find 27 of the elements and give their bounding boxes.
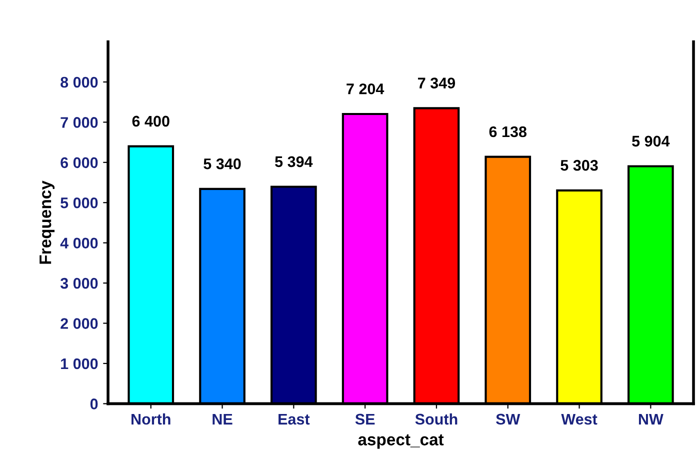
y-tick-label: 6 000 xyxy=(60,157,98,168)
y-tick-label: 3 000 xyxy=(60,278,98,289)
data-label: 6 138 xyxy=(489,126,527,138)
x-tick-label: North xyxy=(132,413,170,425)
x-tick-label: SW xyxy=(496,414,520,425)
data-label: 5 394 xyxy=(275,156,313,168)
y-tick-label: 2 000 xyxy=(60,318,98,329)
y-tick-label: 5 000 xyxy=(60,197,98,208)
y-tick-label: 1 000 xyxy=(61,358,98,370)
x-tick-label: East xyxy=(278,414,310,425)
data-label: 5 303 xyxy=(560,160,598,171)
y-tick-label: 8 000 xyxy=(60,76,98,88)
y-axis-title: Frequency xyxy=(40,180,55,264)
y-tick-label: 7 000 xyxy=(60,117,98,128)
x-tick-label: SE xyxy=(355,414,375,425)
y-tick-label: 4 000 xyxy=(60,238,98,249)
data-label: 7 349 xyxy=(418,78,456,88)
y-tick-label: 0 xyxy=(90,398,98,410)
x-tick-label: West xyxy=(561,414,598,425)
data-label: 5 340 xyxy=(204,158,241,170)
x-axis-title: aspect_cat xyxy=(358,434,444,449)
data-label: 5 904 xyxy=(632,136,670,147)
data-label: 7 204 xyxy=(346,83,384,94)
x-tick-label: NW xyxy=(638,414,664,424)
x-tick-label: South xyxy=(415,413,458,425)
data-label: 6 400 xyxy=(132,116,170,127)
x-tick-label: NE xyxy=(212,414,232,424)
